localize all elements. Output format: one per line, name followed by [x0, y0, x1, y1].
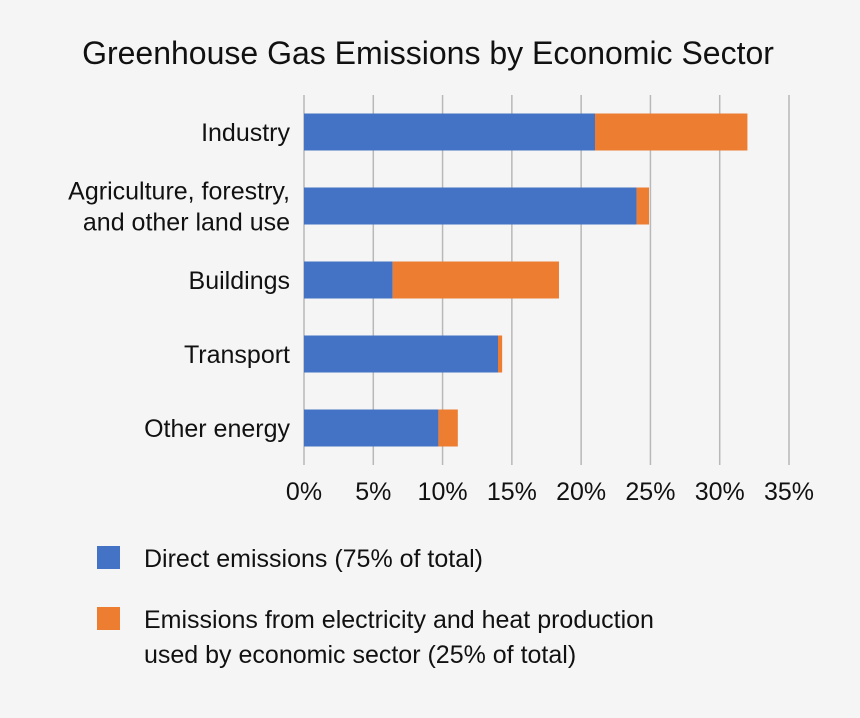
- bar-segment-direct: [304, 187, 637, 225]
- x-tick-labels: 0% 5% 10% 15% 20% 25% 30% 35%: [286, 478, 814, 506]
- bar-segment-direct: [304, 261, 393, 299]
- legend-label-direct: Direct emissions (75% of total): [144, 545, 483, 573]
- bar-segment-electricity-heat: [438, 409, 458, 447]
- category-labels: Industry Agriculture, forestry, and other …: [68, 119, 290, 443]
- chart-title: Greenhouse Gas Emissions by Economic Sec…: [82, 35, 774, 71]
- legend-swatch-electricity-heat: [97, 607, 120, 630]
- bar-segment-direct: [304, 113, 595, 151]
- x-tick-label: 25%: [625, 478, 675, 506]
- bar-segment-direct: [304, 409, 439, 447]
- category-label: Industry: [201, 119, 290, 147]
- x-tick-label: 20%: [556, 478, 606, 506]
- x-tick-label: 15%: [487, 478, 537, 506]
- bar-segment-electricity-heat: [636, 187, 650, 225]
- legend-swatch-direct: [97, 546, 120, 569]
- x-tick-label: 10%: [418, 478, 468, 506]
- legend-label-electricity-heat: Emissions from electricity and heat prod…: [144, 606, 654, 669]
- legend: Direct emissions (75% of total) Emissions…: [97, 545, 654, 669]
- bar-segment-direct: [304, 335, 498, 373]
- x-tick-label: 5%: [355, 478, 391, 506]
- x-tick-label: 35%: [764, 478, 814, 506]
- category-label: Other energy: [144, 415, 290, 443]
- bar-segment-electricity-heat: [392, 261, 559, 299]
- x-tick-label: 0%: [286, 478, 322, 506]
- bars: [304, 113, 748, 447]
- category-label: Buildings: [189, 267, 290, 295]
- category-label: Agriculture, forestry, and other land use: [68, 178, 290, 237]
- bar-segment-electricity-heat: [498, 335, 503, 373]
- x-tick-label: 30%: [695, 478, 745, 506]
- category-label: Transport: [184, 341, 290, 369]
- bar-segment-electricity-heat: [595, 113, 748, 151]
